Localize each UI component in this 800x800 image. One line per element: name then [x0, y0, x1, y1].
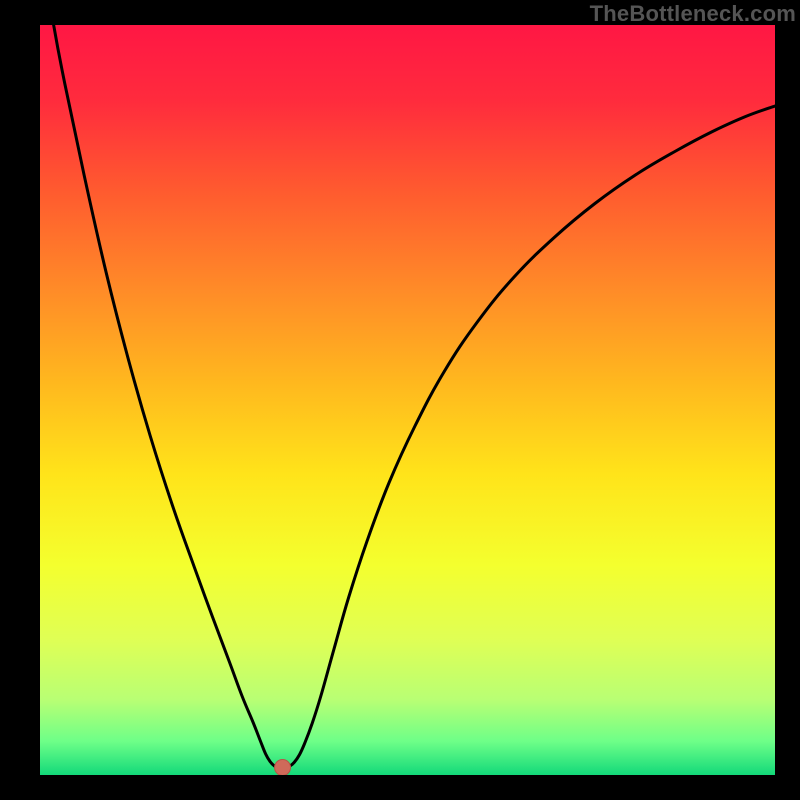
gradient-background — [40, 25, 775, 775]
green-band — [40, 741, 775, 775]
chart-svg — [40, 25, 775, 775]
chart-frame: TheBottleneck.com — [0, 0, 800, 800]
watermark-text: TheBottleneck.com — [590, 0, 800, 27]
optimum-marker — [275, 760, 291, 776]
plot-area — [40, 25, 775, 775]
